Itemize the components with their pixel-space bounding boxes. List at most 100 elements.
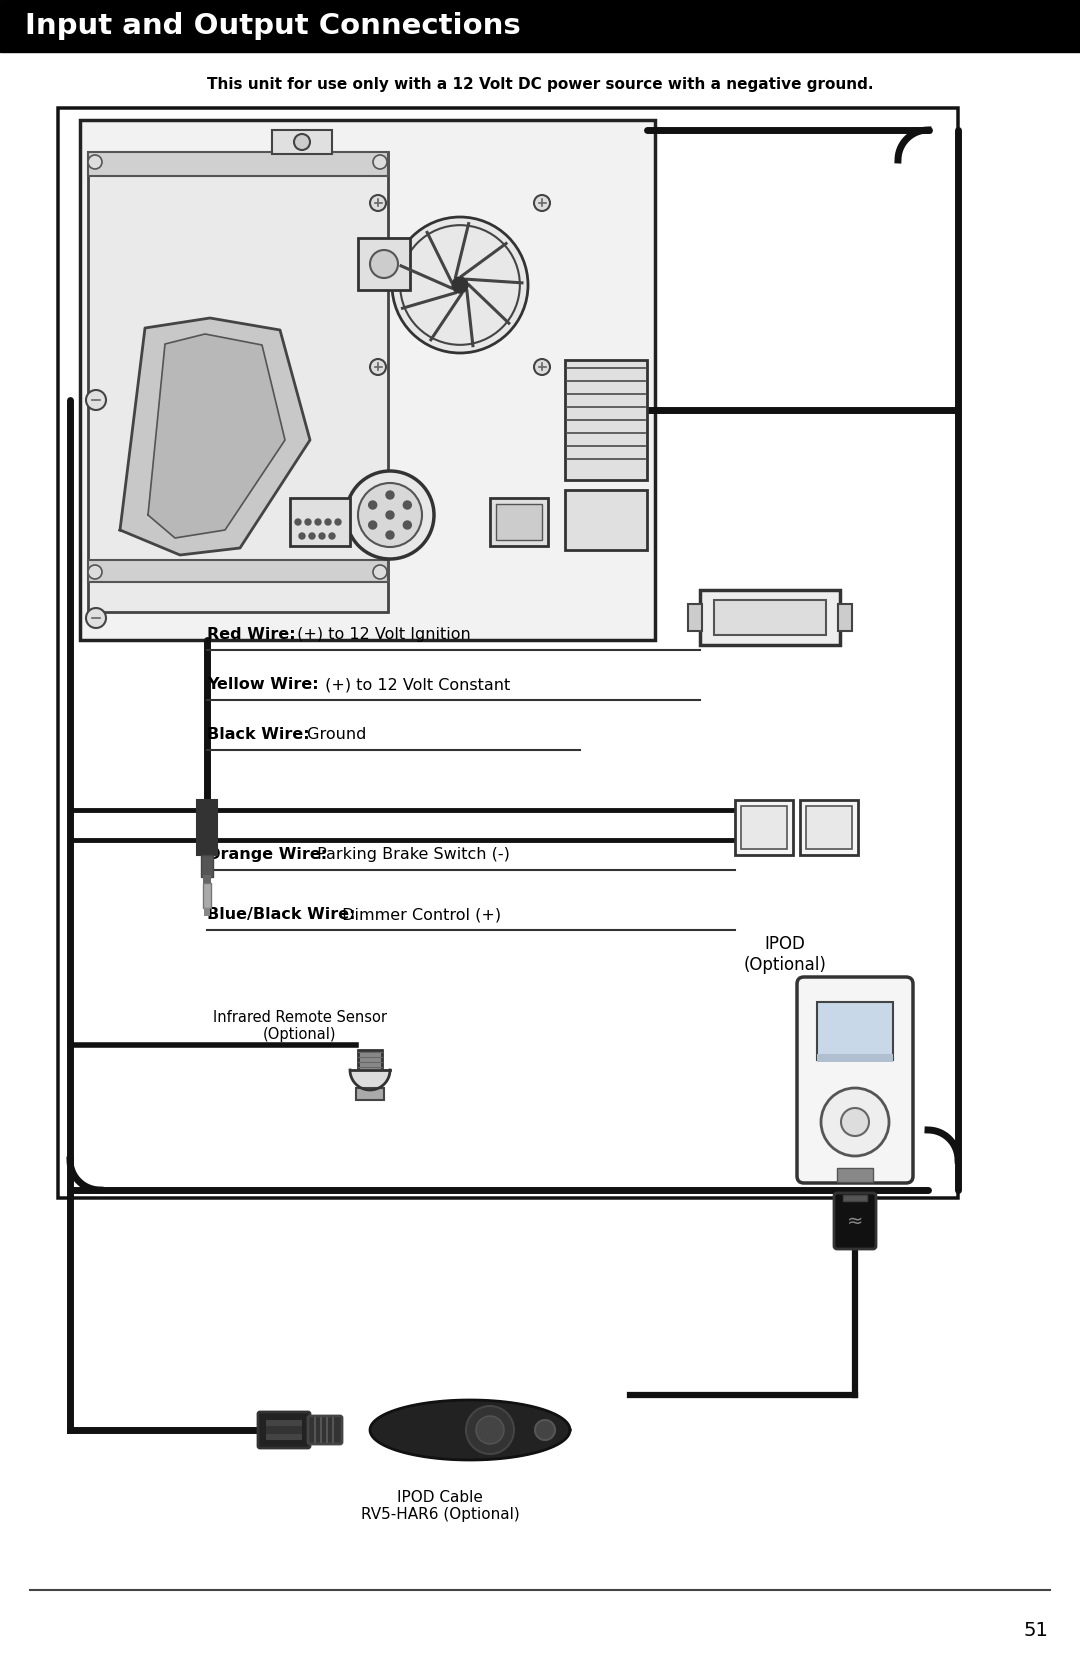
Circle shape: [309, 532, 315, 539]
Text: |◀◀: |◀◀: [872, 1120, 882, 1125]
Bar: [204, 908, 210, 916]
Polygon shape: [148, 334, 285, 537]
Bar: [837, 1168, 873, 1182]
Bar: [735, 799, 793, 855]
Text: Parking Brake Switch (-): Parking Brake Switch (-): [312, 846, 510, 861]
Bar: [496, 504, 542, 541]
Bar: [688, 604, 702, 631]
Circle shape: [294, 134, 310, 150]
Circle shape: [392, 217, 528, 354]
Bar: [357, 1050, 382, 1071]
FancyBboxPatch shape: [834, 1193, 876, 1248]
Bar: [203, 883, 211, 908]
FancyBboxPatch shape: [308, 1415, 342, 1444]
Bar: [87, 152, 388, 613]
Bar: [816, 1055, 893, 1061]
Bar: [565, 491, 647, 551]
Circle shape: [86, 608, 106, 628]
Text: (+) to 12 Volt Ignition: (+) to 12 Volt Ignition: [292, 628, 471, 643]
Text: (+) to 12 Volt Constant: (+) to 12 Volt Constant: [320, 678, 510, 693]
Text: 1A Fuse: 1A Fuse: [737, 616, 804, 631]
Bar: [203, 875, 211, 883]
Bar: [816, 1001, 893, 1060]
Bar: [741, 806, 787, 850]
Text: Input and Output Connections: Input and Output Connections: [25, 12, 521, 40]
Bar: [565, 361, 647, 481]
Bar: [357, 239, 410, 290]
Text: Yellow Wire:: Yellow Wire:: [207, 678, 319, 693]
Circle shape: [373, 566, 387, 579]
Bar: [806, 806, 852, 850]
Circle shape: [373, 155, 387, 169]
Bar: [800, 799, 858, 855]
Text: IPOD Cable
RV5-HAR6 (Optional): IPOD Cable RV5-HAR6 (Optional): [361, 1490, 519, 1522]
Bar: [266, 1420, 302, 1440]
Circle shape: [403, 501, 411, 509]
Bar: [356, 1088, 384, 1100]
Circle shape: [386, 511, 394, 519]
Bar: [272, 130, 332, 154]
Bar: [197, 799, 217, 855]
FancyBboxPatch shape: [258, 1412, 310, 1449]
Circle shape: [386, 531, 394, 539]
Circle shape: [87, 566, 102, 579]
Circle shape: [465, 1405, 514, 1454]
Text: This unit for use only with a 12 Volt DC power source with a negative ground.: This unit for use only with a 12 Volt DC…: [206, 77, 874, 92]
Bar: [201, 855, 213, 876]
Bar: [0, 0, 1080, 52]
Circle shape: [87, 155, 102, 169]
Bar: [266, 1425, 302, 1434]
Polygon shape: [120, 319, 310, 556]
Polygon shape: [350, 1070, 390, 1090]
Text: Ground: Ground: [302, 728, 366, 743]
Text: 51: 51: [1023, 1621, 1048, 1639]
Polygon shape: [370, 1400, 570, 1460]
Bar: [843, 1195, 867, 1202]
Circle shape: [305, 519, 311, 526]
Circle shape: [346, 471, 434, 559]
FancyBboxPatch shape: [797, 976, 913, 1183]
Circle shape: [386, 491, 394, 499]
Text: Orange Wire:: Orange Wire:: [207, 846, 327, 861]
Circle shape: [370, 195, 386, 210]
Text: IPOD
(Optional): IPOD (Optional): [743, 935, 826, 975]
Circle shape: [335, 519, 341, 526]
Text: Infrared Remote Sensor
(Optional): Infrared Remote Sensor (Optional): [213, 1010, 387, 1043]
Circle shape: [403, 521, 411, 529]
Circle shape: [841, 1108, 869, 1137]
Bar: [714, 599, 826, 634]
Circle shape: [299, 532, 305, 539]
Polygon shape: [535, 1420, 555, 1440]
Circle shape: [453, 277, 468, 294]
Circle shape: [534, 359, 550, 376]
Circle shape: [821, 1088, 889, 1157]
Circle shape: [368, 501, 377, 509]
Circle shape: [295, 519, 301, 526]
Circle shape: [319, 532, 325, 539]
Bar: [87, 561, 388, 582]
Circle shape: [534, 195, 550, 210]
Text: Red Wire:: Red Wire:: [207, 628, 296, 643]
Bar: [838, 604, 852, 631]
Text: Blue/Black Wire:: Blue/Black Wire:: [207, 906, 355, 921]
Text: Black Wire:: Black Wire:: [207, 728, 310, 743]
Text: Dimmer Control (+): Dimmer Control (+): [337, 906, 501, 921]
Circle shape: [368, 521, 377, 529]
Circle shape: [329, 532, 335, 539]
Text: MENU: MENU: [846, 1098, 864, 1103]
Circle shape: [357, 482, 422, 547]
Bar: [291, 497, 350, 546]
Circle shape: [315, 519, 321, 526]
Bar: [80, 120, 654, 639]
Bar: [700, 591, 840, 644]
Circle shape: [476, 1415, 504, 1444]
Circle shape: [370, 250, 399, 279]
Circle shape: [86, 391, 106, 411]
Circle shape: [370, 359, 386, 376]
Circle shape: [325, 519, 330, 526]
Bar: [87, 152, 388, 175]
Text: ▶II: ▶II: [851, 1142, 860, 1147]
Text: ▶▶|: ▶▶|: [827, 1120, 838, 1125]
Bar: [490, 497, 548, 546]
Text: ≈: ≈: [847, 1212, 863, 1230]
